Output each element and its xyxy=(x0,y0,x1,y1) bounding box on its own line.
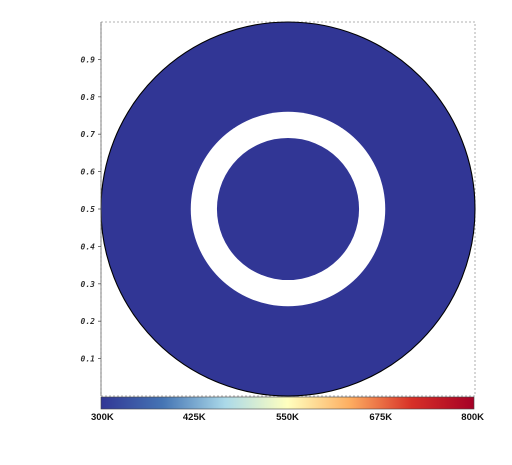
y-tick-label: 0.2 xyxy=(81,317,96,326)
colorbar-gradient xyxy=(100,396,475,410)
colorbar-tick-label: 550K xyxy=(276,412,299,423)
y-tick-label: 0.3 xyxy=(81,280,96,289)
colorbar-tick-label: 675K xyxy=(369,412,392,423)
colorbar-ticks: 300K 425K 550K 675K 800K xyxy=(91,412,484,423)
y-tick-label: 0.7 xyxy=(81,130,96,139)
y-tick-label: 0.9 xyxy=(81,55,96,64)
y-tick-label: 0.8 xyxy=(81,93,96,102)
colorbar-tick-label: 800K xyxy=(461,412,484,423)
field-disk xyxy=(101,22,475,396)
colorbar-tick-label: 300K xyxy=(91,412,114,423)
y-axis: 0.1 0.2 0.3 0.4 0.5 0.6 0.7 0.8 0.9 xyxy=(81,22,102,396)
colorbar: 300K 425K 550K 675K 800K xyxy=(91,396,484,423)
temperature-field xyxy=(100,21,476,397)
y-tick-label: 0.5 xyxy=(81,205,96,214)
y-tick-label: 0.6 xyxy=(81,168,96,177)
y-tick-label: 0.4 xyxy=(81,242,96,251)
y-tick-label: 0.1 xyxy=(81,355,95,364)
colorbar-tick-label: 425K xyxy=(183,412,206,423)
